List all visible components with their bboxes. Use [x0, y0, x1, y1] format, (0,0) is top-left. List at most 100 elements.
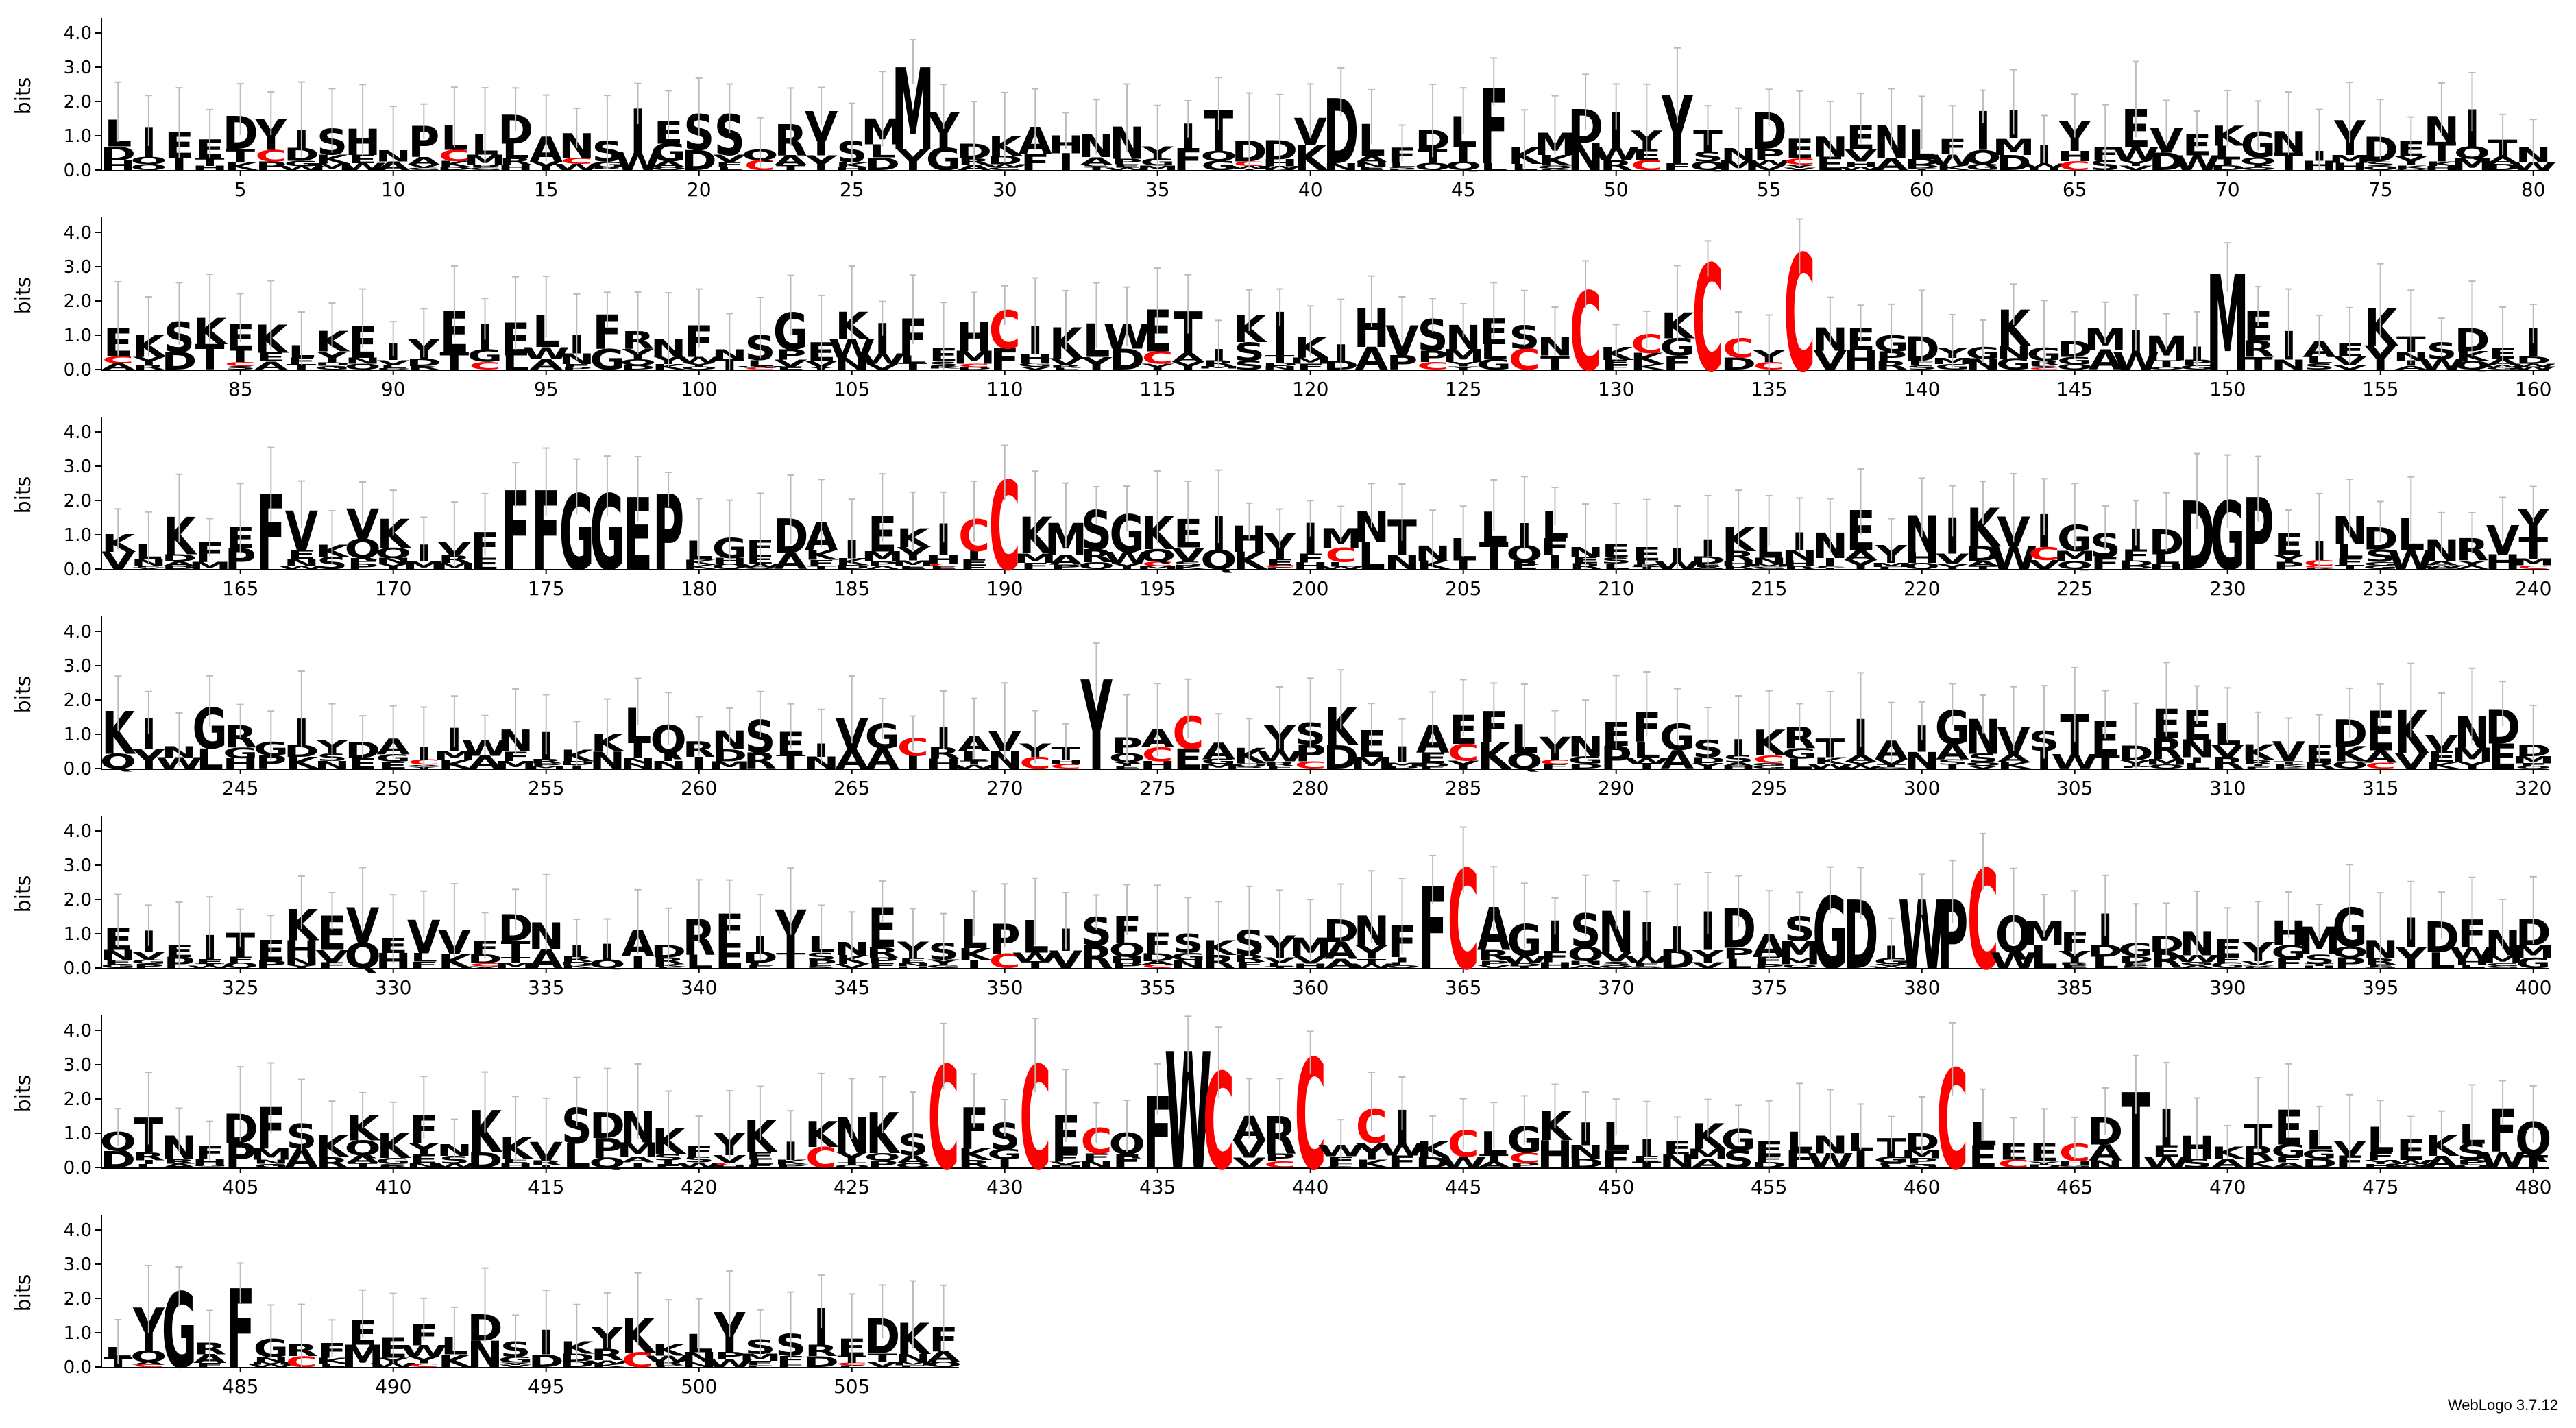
logo-letter-L-pos-202: L: [1358, 535, 1385, 578]
logo-letter-R-pos-112: R: [1049, 365, 1082, 369]
logo-letter-T-pos-359: T: [1265, 966, 1296, 969]
logo-letter-A-pos-192: A: [1049, 552, 1083, 568]
logo-letter-P-pos-169: P: [347, 557, 378, 566]
logo-letter-F-pos-503: F: [776, 1354, 805, 1366]
logo-letter-T-pos-84: T: [195, 338, 225, 378]
logo-letter-S-pos-301: S: [1937, 758, 1968, 766]
x-tick-label-325: 325: [222, 976, 258, 999]
x-tick-label-165: 165: [222, 577, 258, 600]
x-tick-label-375: 375: [1751, 976, 1787, 999]
logo-letter-Y-pos-274: Y: [1110, 761, 1143, 768]
logo-letter-K-pos-77: K: [2425, 160, 2461, 168]
logo-letter-V-pos-316: V: [2394, 749, 2428, 774]
logo-letter-T-pos-5: T: [226, 145, 255, 167]
logo-letter-K-pos-453: K: [1691, 1117, 1726, 1157]
logo-letter-A-pos-482: A: [132, 1362, 166, 1366]
logo-letter-F-pos-328: F: [317, 961, 347, 970]
x-tick-label-305: 305: [2056, 777, 2093, 799]
x-tick-label-60: 60: [1910, 178, 1934, 201]
logo-letter-D-pos-79: D: [2485, 162, 2520, 172]
logo-letter-G-pos-410: G: [376, 1156, 411, 1166]
y-tick-label: 4.0: [64, 23, 92, 44]
x-tick-label-300: 300: [1904, 777, 1940, 799]
logo-letter-K-pos-429: K: [958, 1146, 993, 1163]
logo-letter-W-pos-69: W: [2174, 152, 2221, 175]
logo-letter-G-pos-399: G: [2485, 963, 2520, 967]
logo-letter-Q-pos-308: Q: [2148, 764, 2185, 770]
logo-letter-Y-pos-327: Y: [285, 965, 318, 969]
x-tick-label-415: 415: [528, 1176, 564, 1198]
logo-letter-H-pos-369: H: [1568, 960, 1603, 967]
logo-letter-Q-pos-71: Q: [2240, 167, 2276, 171]
logo-letter-V-pos-379: V: [1875, 964, 1908, 967]
logo-letter-E-pos-319: E: [2488, 738, 2518, 777]
y-tick-label: 1.0: [64, 126, 92, 147]
logo-letter-D-pos-284: D: [1415, 762, 1450, 768]
logo-letter-A-pos-59: A: [1875, 155, 1908, 174]
logo-letter-D-pos-1: D: [100, 143, 136, 165]
y-tick-label: 2.0: [64, 690, 92, 711]
logo-letter-H-pos-200: H: [1292, 561, 1328, 571]
logo-letter-N-pos-152: N: [2271, 357, 2307, 373]
logo-letter-F-pos-31: F: [1021, 149, 1050, 176]
logo-letter-F-pos-227: F: [2122, 546, 2151, 564]
logo-letter-V-pos-112: V: [1049, 356, 1082, 367]
logo-letter-P-pos-426: P: [866, 1159, 898, 1170]
logo-letter-T-pos-148: T: [2152, 359, 2181, 366]
logo-letter-P-pos-375: P: [1753, 963, 1785, 969]
logo-letter-M-pos-219: M: [1870, 562, 1912, 568]
y-tick-label: 4.0: [64, 223, 92, 243]
logo-letter-W-pos-100: W: [675, 355, 722, 365]
logo-letter-F-pos-371: F: [1632, 963, 1662, 968]
logo-letter-A-pos-146: A: [2089, 345, 2122, 376]
logo-letter-Q-pos-478: Q: [2454, 1164, 2490, 1169]
logo-letter-N-pos-258: N: [620, 757, 655, 765]
y-tick-label: 0.0: [64, 1357, 92, 1378]
x-tick-label-380: 380: [1904, 976, 1940, 999]
logo-letter-K-pos-408: K: [315, 1128, 350, 1165]
logo-letter-T-pos-334: T: [501, 936, 531, 963]
x-tick-label-140: 140: [1904, 378, 1940, 400]
logo-letter-C-pos-333: C: [470, 963, 501, 967]
x-tick-label-450: 450: [1598, 1176, 1634, 1198]
logo-letter-T-pos-87: T: [287, 363, 317, 371]
logo-letter-I-pos-208: I: [1547, 551, 1563, 574]
logo-letter-G-pos-299: G: [1873, 767, 1908, 769]
logo-letter-R-pos-353: R: [1080, 939, 1113, 976]
y-tick-label: 2.0: [64, 1089, 92, 1110]
logo-letter-N-pos-309: N: [2179, 735, 2215, 763]
y-axis-label: bits: [12, 476, 36, 514]
logo-letter-K-pos-163: K: [162, 507, 197, 567]
logo-letter-D-pos-12: D: [437, 167, 472, 171]
logo-letter-I-pos-119: I: [1272, 300, 1287, 370]
x-tick-label-285: 285: [1445, 777, 1481, 799]
logo-letter-F-pos-342: F: [745, 965, 775, 969]
logo-letter-Y-pos-217: Y: [1814, 567, 1847, 570]
y-tick-label: 2.0: [64, 1289, 92, 1309]
logo-letter-F-pos-321: F: [104, 959, 133, 966]
logo-letter-F-pos-219: F: [1877, 566, 1906, 570]
logo-letter-L-pos-234: L: [2336, 540, 2364, 564]
logo-letter-A-pos-213: A: [1691, 566, 1725, 570]
logo-letter-I-pos-301: I: [1945, 764, 1960, 770]
logo-letter-M-pos-376: M: [1778, 956, 1821, 967]
logo-letter-Y-pos-232: Y: [2272, 553, 2305, 565]
logo-letter-A-pos-409: A: [346, 1153, 380, 1166]
logo-letter-A-pos-42: A: [1355, 154, 1388, 165]
logo-letter-D-pos-281: D: [1323, 740, 1359, 777]
logo-letter-S-pos-53: S: [1692, 149, 1723, 165]
logo-letter-N-pos-143: N: [1995, 343, 2031, 363]
x-tick-label-175: 175: [528, 577, 564, 600]
logo-letter-G-pos-215: G: [1751, 566, 1786, 570]
logo-letter-Y-pos-100: Y: [683, 362, 716, 368]
logo-letter-W-pos-298: W: [1837, 765, 1884, 769]
logo-letter-G-pos-13: G: [467, 167, 502, 171]
logo-letter-W-pos-50: W: [1592, 143, 1640, 165]
logo-letter-R-pos-385: R: [2058, 962, 2091, 967]
logo-letter-F-pos-505: F: [837, 1365, 866, 1368]
x-tick-label-100: 100: [681, 378, 717, 400]
logo-letter-C-pos-85: C: [225, 361, 256, 367]
logo-letter-Q-pos-170: Q: [375, 545, 411, 561]
logo-letter-F-pos-130: F: [1601, 364, 1631, 371]
y-axis-label: bits: [12, 875, 36, 913]
